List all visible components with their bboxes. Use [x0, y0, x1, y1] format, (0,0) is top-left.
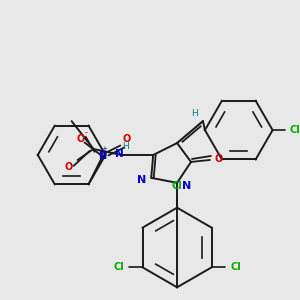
Text: O: O	[122, 134, 130, 145]
Text: Cl: Cl	[230, 262, 241, 272]
Text: N: N	[115, 149, 124, 159]
Text: N: N	[98, 152, 106, 161]
Text: H: H	[122, 142, 129, 151]
Text: O: O	[215, 154, 223, 164]
Text: N: N	[182, 181, 192, 191]
Text: H: H	[192, 109, 198, 118]
Text: Cl: Cl	[289, 125, 300, 135]
Text: O: O	[76, 134, 85, 145]
Text: N: N	[136, 175, 146, 185]
Text: Cl: Cl	[113, 262, 124, 272]
Text: +: +	[101, 146, 107, 152]
Text: Cl: Cl	[172, 181, 182, 191]
Text: O: O	[64, 162, 73, 172]
Text: -: -	[85, 128, 88, 137]
